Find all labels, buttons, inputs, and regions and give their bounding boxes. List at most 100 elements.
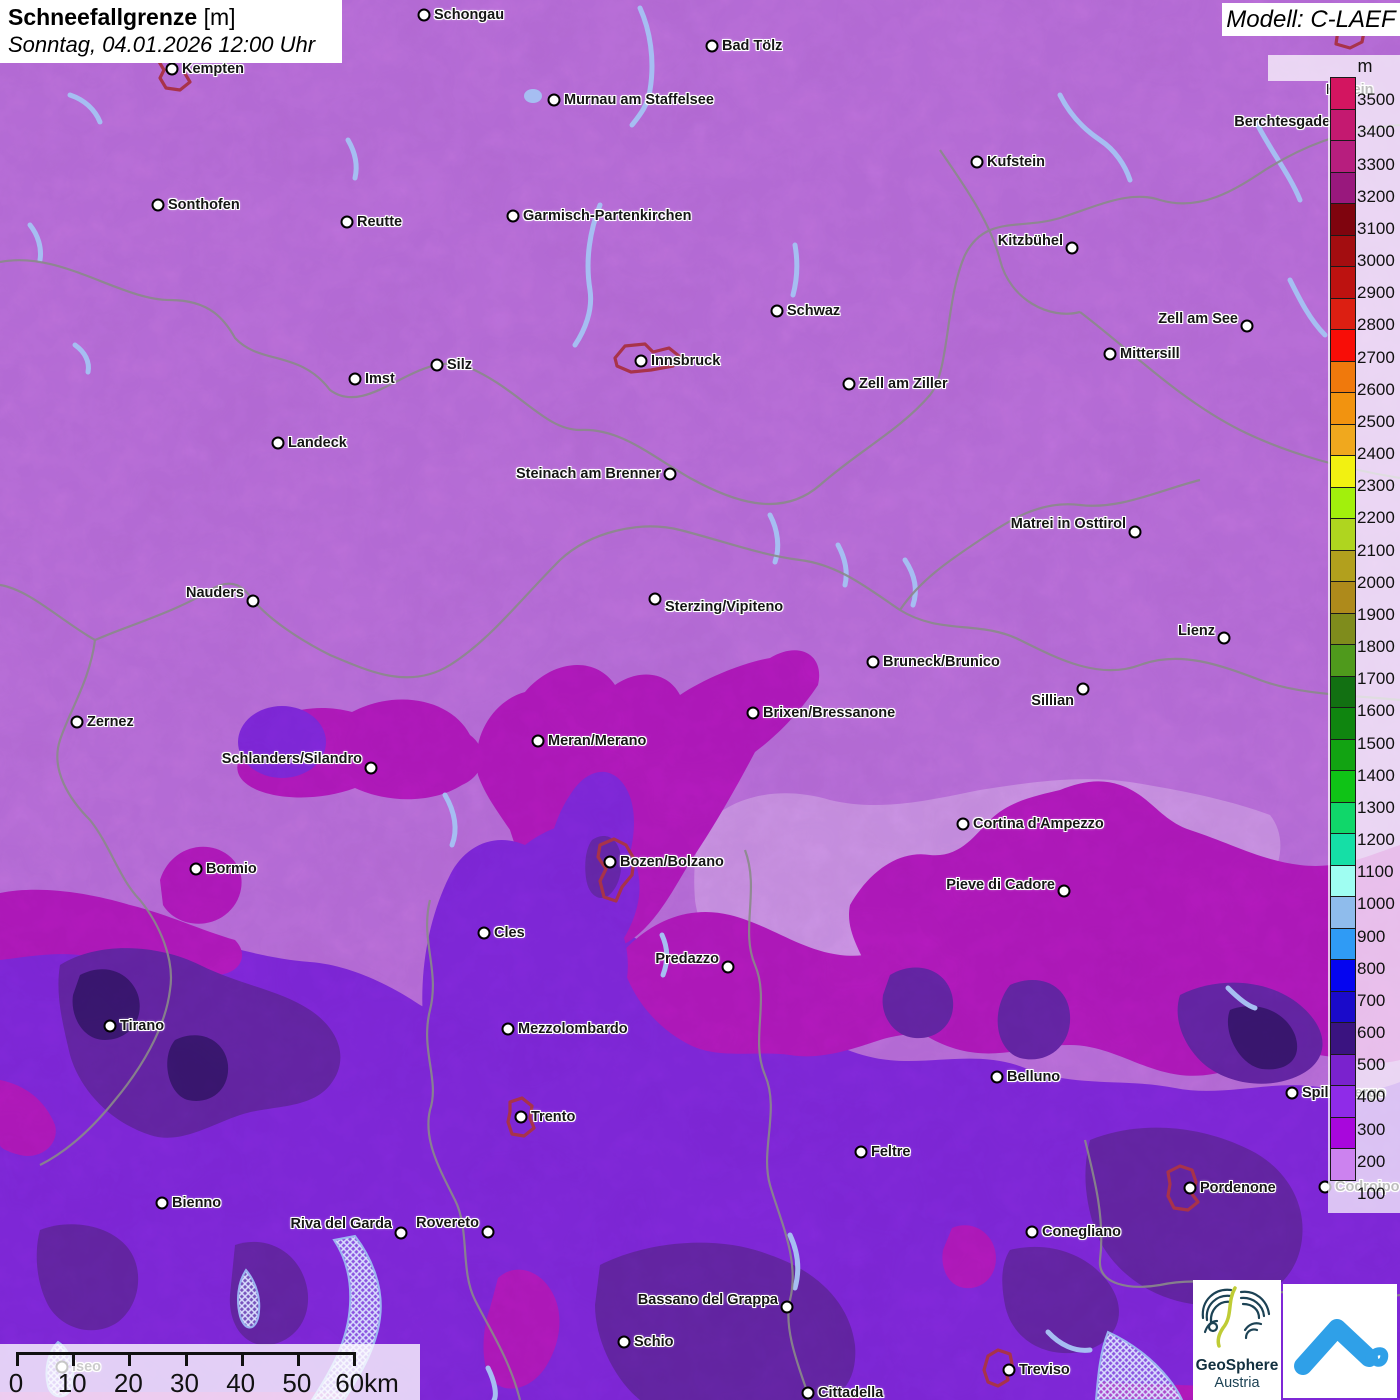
city-label: Pieve di Cadore [946,877,1055,893]
legend-value-label: 3300 [1357,154,1395,174]
scale-bar-tick [240,1352,244,1366]
city-label: Bassano del Grappa [637,1292,778,1308]
city-label: Imst [365,371,395,387]
scale-bar-tick [353,1352,357,1366]
legend-value-label: 1300 [1357,797,1395,817]
city-label: Mittersill [1120,346,1180,362]
legend-value-label: 600 [1357,1023,1386,1043]
legend-value-label: 1500 [1357,733,1395,753]
city-label: Tirano [120,1018,165,1034]
city-label: Silz [447,357,472,373]
legend-swatch [1331,927,1355,959]
legend-value-label: 500 [1357,1055,1386,1075]
city-dot [970,155,984,169]
city-dot [477,926,491,940]
city-label: Feltre [871,1144,911,1160]
city-label: Rovereto [416,1215,479,1231]
city-label: Trento [531,1109,576,1125]
city-dot [1240,319,1254,333]
legend-header-background [1268,55,1328,81]
city-label: Schongau [434,7,505,23]
legend-value-label: 2900 [1357,283,1395,303]
legend-swatch [1331,801,1355,833]
legend-value-label: 1100 [1357,862,1394,882]
legend-swatch [1331,455,1355,487]
legend-swatch [1331,1022,1355,1054]
mountain-icon [1294,1319,1389,1375]
legend-swatch [1331,833,1355,865]
map-title-box: Schneefallgrenze [m] Sonntag, 04.01.2026… [0,0,342,63]
city-label: Belluno [1007,1069,1061,1085]
city-dot [1076,682,1090,696]
city-dot [514,1110,528,1124]
title-parameter: Schneefallgrenze [8,4,198,30]
scale-bar-tick [16,1352,19,1366]
city-label: Mezzolombardo [518,1021,628,1037]
legend-swatch [1331,1085,1355,1117]
city-dot [721,960,735,974]
city-label: Sterzing/Vipiteno [665,599,784,615]
city-dot [70,715,84,729]
legend-value-label: 1800 [1357,637,1395,657]
legend-value-label: 800 [1357,958,1386,978]
city-label: Zell am See [1158,311,1238,327]
avalanche-report-logo [1283,1284,1397,1398]
scale-bar-label: 0 [8,1368,24,1398]
legend-swatch [1331,864,1355,896]
legend-color-scale [1330,77,1356,1181]
legend-swatch [1331,896,1355,928]
city-dot [394,1226,408,1240]
city-dot [990,1070,1004,1084]
city-label: Cles [494,925,525,941]
legend-value-label: 200 [1357,1151,1386,1171]
scale-bar-label: 50 [282,1368,312,1398]
city-label: Kufstein [987,154,1045,170]
legend-value-label: 1200 [1357,830,1395,850]
city-dot [866,655,880,669]
city-dot [506,209,520,223]
lake-staffelsee [524,89,542,103]
city-dot [547,93,561,107]
legend-swatch [1331,959,1355,991]
scale-bar-label: 60km [335,1368,399,1398]
scale-bar-tick [184,1352,188,1366]
legend-swatch [1331,549,1355,581]
trento-outline [506,1096,536,1138]
city-label: Schlanders/Silandro [221,751,362,767]
city-dot [348,372,362,386]
city-label: Treviso [1019,1362,1070,1378]
legend-value-label: 2400 [1357,444,1395,464]
model-label: Modell: C-LAEF [1222,3,1400,36]
city-label: Bad Tölz [722,38,783,54]
city-label: Pordenone [1200,1180,1276,1196]
city-label: Murnau am Staffelsee [564,92,714,108]
legend-value-label: 2600 [1357,379,1395,399]
rivers [27,5,1328,1400]
title-unit: [m] [197,4,236,30]
city-dot [1065,241,1079,255]
scale-bar-label: 40 [226,1368,256,1398]
legend-value-label: 1000 [1357,894,1395,914]
city-label: Kitzbühel [997,233,1063,249]
city-dot [340,215,354,229]
legend-value-label: 2200 [1357,508,1395,528]
legend-swatch [1331,234,1355,266]
city-dot [1057,884,1071,898]
city-label: Conegliano [1042,1224,1121,1240]
city-dot [1217,631,1231,645]
city-dot [165,62,179,76]
legend-swatch [1331,581,1355,613]
city-label: Innsbruck [651,353,721,369]
city-dot [854,1145,868,1159]
city-dot [364,761,378,775]
city-label: Matrei in Osttirol [1010,516,1126,532]
scale-bar-label: 10 [57,1368,87,1398]
legend-swatch [1331,329,1355,361]
legend-value-label: 900 [1357,926,1386,946]
legend-swatch [1331,1148,1355,1180]
geosphere-logo-subtext: Austria [1214,1375,1260,1391]
city-label: Meran/Merano [548,733,647,749]
legend-value-label: 2000 [1357,572,1395,592]
city-label: Predazzo [655,951,719,967]
